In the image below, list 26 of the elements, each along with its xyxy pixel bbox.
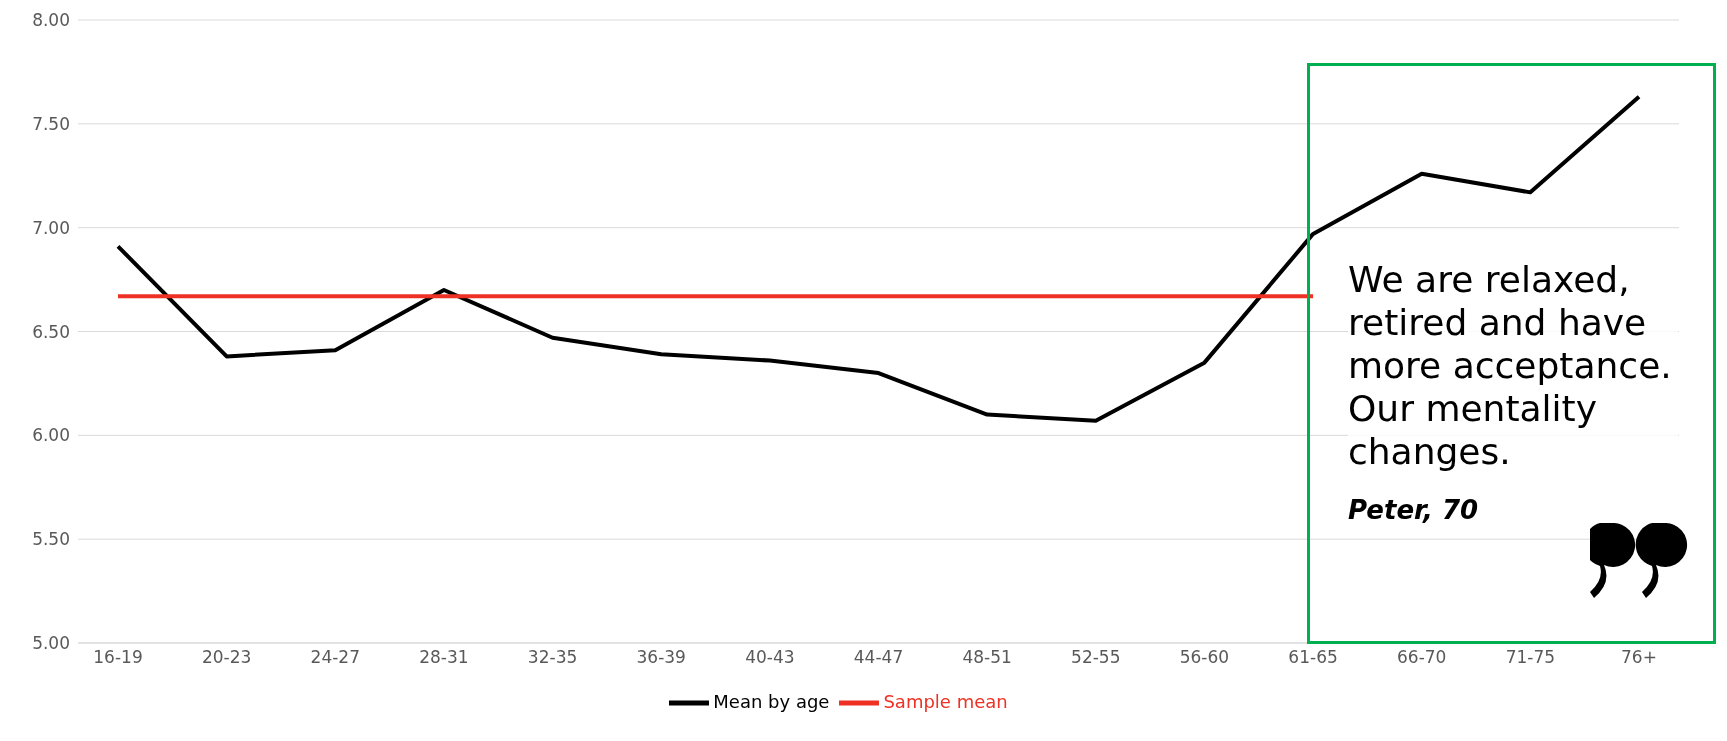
y-tick-label: 5.00: [32, 633, 70, 654]
annotation: Peter, 70: [1348, 495, 1480, 525]
x-tick-label: 24-27: [310, 647, 360, 668]
y-tick-label: 7.50: [32, 113, 70, 134]
x-tick-label: 71-75: [1505, 647, 1556, 668]
legend-label: Sample mean: [883, 691, 1008, 712]
x-tick-label: 44-47: [853, 647, 904, 668]
legend-label: Mean by age: [713, 691, 830, 712]
y-tick-label: 7.00: [32, 217, 70, 238]
x-tick-label: 66-70: [1397, 647, 1447, 668]
annotation: We are relaxed, retired and have more acceptance. Our mentality changes.: [1348, 258, 1673, 473]
x-tick-label: 28-31: [419, 647, 469, 668]
x-tick-label: 20-23: [201, 647, 252, 668]
x-tick-label: 32-35: [527, 647, 578, 668]
x-tick-label: 16-19: [93, 647, 143, 668]
y-tick-label: 8.00: [32, 10, 70, 31]
x-tick-label: 76+: [1621, 647, 1657, 668]
x-tick-label: 61-65: [1288, 647, 1338, 668]
y-tick-label: 6.50: [32, 321, 70, 342]
x-tick-label: 52-55: [1071, 647, 1121, 668]
x-tick-label: 48-51: [962, 647, 1012, 668]
x-tick-label: 56-60: [1179, 647, 1230, 668]
x-tick-label: 40-43: [745, 647, 795, 668]
x-tick-label: 36-39: [636, 647, 686, 668]
y-tick-label: 5.50: [32, 529, 70, 550]
y-tick-label: 6.00: [32, 425, 70, 446]
